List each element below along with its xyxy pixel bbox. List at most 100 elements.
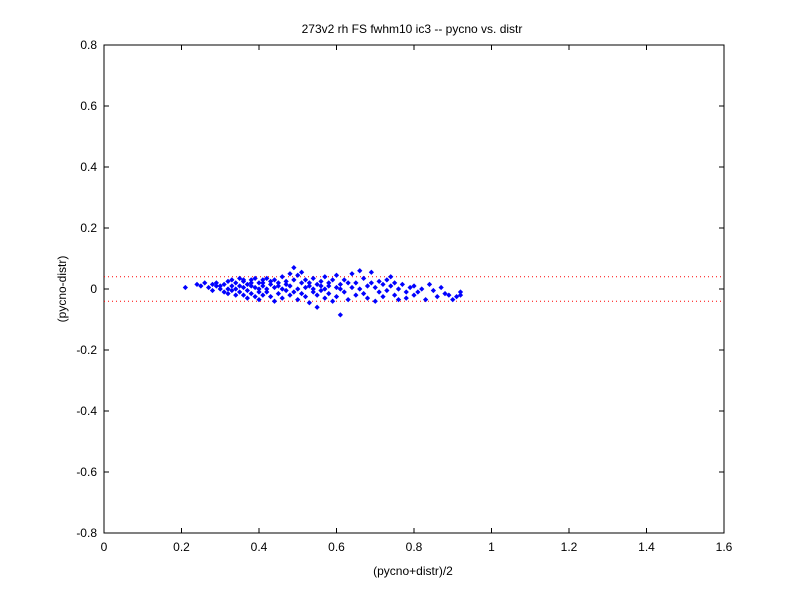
x-tick-label: 1.4 [638, 540, 655, 554]
scatter-point [271, 284, 278, 291]
scatter-point [248, 283, 254, 289]
scatter-point [419, 286, 425, 292]
y-axis-label: (pycno-distr) [55, 256, 69, 323]
scatter-point [326, 283, 332, 289]
scatter-point [291, 277, 297, 283]
scatter-point [194, 281, 200, 288]
scatter-point [318, 287, 324, 294]
x-tick-label: 0 [101, 540, 108, 554]
scatter-point [256, 297, 262, 303]
scatter-point [268, 278, 274, 284]
y-tick-label: -0.2 [76, 343, 97, 357]
scatter-point [283, 278, 289, 284]
scatter-point [372, 284, 378, 291]
scatter-point [345, 297, 351, 303]
scatter-point [368, 269, 374, 275]
scatter-point [314, 304, 320, 310]
scatter-point [395, 286, 402, 292]
x-axis-label: (pycno+distr)/2 [373, 564, 453, 578]
scatter-point [310, 275, 316, 281]
scatter-point [411, 292, 417, 298]
scatter-point [248, 280, 254, 286]
scatter-point [314, 292, 320, 298]
scatter-point [264, 275, 270, 281]
x-tick-label: 1.2 [561, 540, 578, 554]
scatter-point [213, 283, 219, 289]
scatter-point [240, 284, 247, 291]
scatter-point [229, 287, 235, 294]
scatter-point [333, 284, 340, 291]
x-tick-label: 0.8 [406, 540, 423, 554]
scatter-point [430, 287, 436, 294]
scatter-point [322, 295, 328, 301]
scatter-point [314, 281, 320, 288]
scatter-point [229, 277, 235, 283]
scatter-point [244, 287, 250, 294]
scatter-point [237, 283, 243, 289]
scatter-point [341, 289, 347, 295]
scatter-point [446, 292, 452, 298]
scatter-point [306, 283, 312, 289]
x-tick-label: 0.4 [251, 540, 268, 554]
y-tick-label: 0.2 [80, 221, 97, 235]
scatter-point [206, 284, 212, 291]
x-tick-label: 1 [488, 540, 495, 554]
scatter-point [384, 277, 390, 283]
scatter-point [248, 290, 254, 297]
scatter-point [349, 271, 355, 277]
scatter-point [283, 281, 289, 288]
scatter-point [454, 294, 460, 300]
scatter-point [337, 286, 343, 292]
scatter-point [302, 284, 309, 291]
scatter-point [295, 286, 301, 292]
scatter-point [333, 294, 340, 300]
chart-title: 273v2 rh FS fwhm10 ic3 -- pycno vs. dist… [302, 22, 523, 36]
scatter-point [260, 283, 266, 289]
scatter-point [376, 289, 382, 295]
scatter-point [237, 275, 243, 281]
scatter-point [233, 280, 239, 286]
scatter-point [295, 297, 301, 303]
x-tick-label: 1.6 [716, 540, 733, 554]
scatter-point [225, 278, 231, 284]
scatter-point [395, 297, 402, 303]
scatter-point [283, 287, 289, 294]
scatter-point [271, 298, 278, 304]
scatter-point [337, 312, 343, 318]
scatter-point [299, 290, 305, 297]
scatter-point [322, 286, 328, 292]
scatter-point [361, 290, 367, 297]
scatter-point [330, 298, 336, 304]
scatter-point [252, 284, 258, 291]
scatter-point [357, 286, 363, 292]
scatter-point [275, 290, 281, 297]
scatter-point [182, 284, 188, 291]
scatter-point [279, 286, 285, 292]
scatter-point [233, 286, 239, 292]
scatter-point [256, 280, 262, 286]
scatter-point [260, 280, 266, 286]
scatter-point [364, 283, 371, 289]
scatter-point [271, 277, 278, 283]
y-tick-label: 0.6 [80, 99, 97, 113]
scatter-point [237, 289, 243, 295]
scatter-point [392, 292, 398, 298]
scatter-point [291, 289, 297, 295]
y-tick-label: -0.8 [76, 526, 97, 540]
scatter-point [306, 300, 312, 306]
scatter-point [302, 277, 309, 283]
scatter-point [380, 281, 386, 288]
y-tick-label: 0.8 [80, 38, 97, 52]
scatter-point [353, 280, 359, 286]
scatter-point [322, 274, 328, 280]
scatter-point [217, 283, 223, 289]
scatter-point [291, 265, 297, 271]
scatter-point [310, 289, 316, 295]
scatter-point [403, 295, 409, 301]
scatter-point [287, 283, 293, 289]
scatter-point [221, 289, 227, 295]
scatter-point [361, 275, 367, 281]
scatter-point [302, 294, 309, 300]
